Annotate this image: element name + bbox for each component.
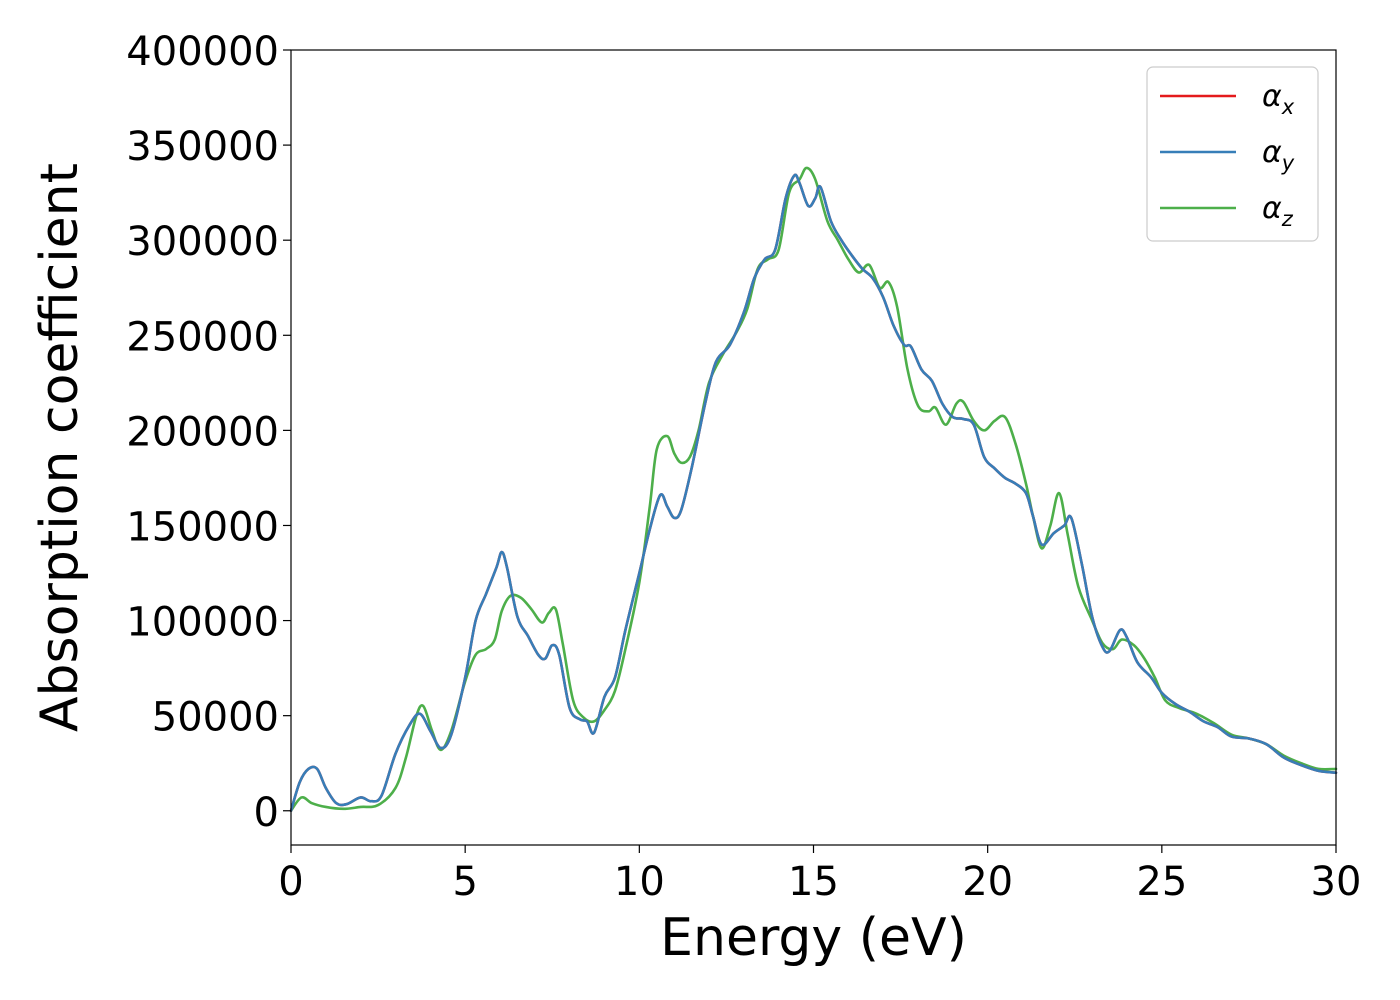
y-tick-label: 300000 xyxy=(126,219,279,265)
x-tick-label: 25 xyxy=(1136,859,1187,905)
legend-label-y: αy xyxy=(1262,135,1295,175)
legend-label-z: αz xyxy=(1262,191,1294,231)
series-layer xyxy=(289,166,1338,813)
x-tick-label: 10 xyxy=(614,859,665,905)
y-axis: 0 50000 100000 150000 200000 250000 300000 3500… xyxy=(126,29,291,836)
legend-symbol: α xyxy=(1262,79,1282,114)
series-line-z xyxy=(289,166,1338,813)
x-tick-label: 5 xyxy=(452,859,477,905)
y-axis-title: Absorption coefficient xyxy=(30,163,90,732)
legend-box xyxy=(1146,66,1319,242)
x-tick-label: 20 xyxy=(962,859,1013,905)
x-axis: 0 5 10 15 20 25 30 xyxy=(278,845,1361,905)
x-tick-label: 15 xyxy=(788,859,839,905)
y-tick-label: 400000 xyxy=(126,29,279,75)
legend-subscript: y xyxy=(1281,151,1295,175)
legend-subscript: z xyxy=(1281,207,1294,231)
legend-symbol: α xyxy=(1262,191,1282,226)
legend-subscript: x xyxy=(1281,95,1295,119)
y-tick-label: 50000 xyxy=(152,695,279,741)
y-tick-label: 250000 xyxy=(126,314,279,360)
x-axis-title: Energy (eV) xyxy=(660,908,967,968)
x-tick-label: 0 xyxy=(278,859,303,905)
legend-symbol: α xyxy=(1262,135,1282,170)
y-tick-label: 100000 xyxy=(126,600,279,646)
y-tick-label: 150000 xyxy=(126,504,279,550)
x-tick-label: 30 xyxy=(1311,859,1362,905)
y-tick-label: 0 xyxy=(254,790,279,836)
legend-label-x: αx xyxy=(1262,79,1295,119)
series-line-y xyxy=(289,173,1338,813)
y-tick-label: 350000 xyxy=(126,124,279,170)
y-tick-label: 200000 xyxy=(126,409,279,455)
